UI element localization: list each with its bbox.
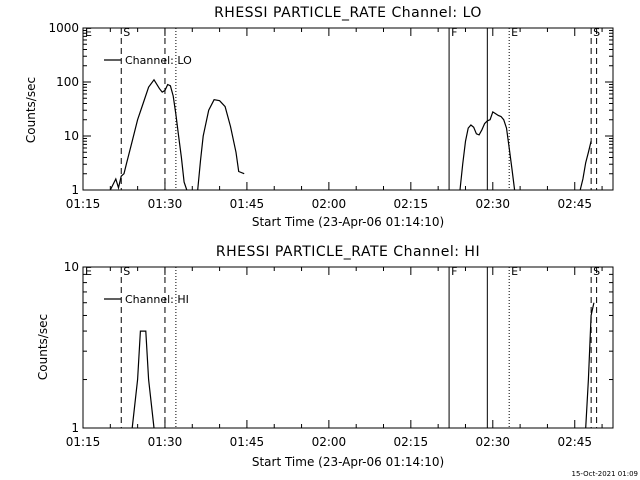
panel-lo-xlabel: Start Time (23-Apr-06 01:14:10) xyxy=(252,215,444,229)
event-marker-label: E xyxy=(85,265,92,278)
panel-lo-title: RHESSI PARTICLE_RATE Channel: LO xyxy=(214,5,482,21)
series-line-lo xyxy=(109,78,188,191)
event-marker-label: F xyxy=(451,265,457,278)
x-tick-label: 01:15 xyxy=(66,435,101,449)
y-tick-label: 1 xyxy=(71,183,79,197)
x-tick-label: 02:15 xyxy=(394,197,429,211)
x-tick-label: 02:30 xyxy=(475,197,510,211)
panel-hi-ylabel: Counts/sec xyxy=(36,314,50,380)
series-line-lo xyxy=(197,99,245,191)
event-marker-label: E xyxy=(511,265,518,278)
event-marker-label: S xyxy=(123,26,130,39)
x-tick-label: 02:15 xyxy=(394,435,429,449)
x-tick-label: 01:30 xyxy=(148,197,183,211)
panel-lo-frame xyxy=(82,27,614,191)
panel-hi-xlabel: Start Time (23-Apr-06 01:14:10) xyxy=(252,455,444,469)
series-line-hi xyxy=(585,302,595,429)
y-tick-label: 1 xyxy=(71,421,79,435)
panel-hi-plot: 01:15 01:30 01:45 02:00 02:15 02:30 02:45 1 10 E S… xyxy=(64,260,614,449)
x-tick-label: 02:45 xyxy=(557,197,592,211)
event-marker-label: E xyxy=(85,26,92,39)
event-marker-label: S xyxy=(123,265,130,278)
x-tick-label: 02:45 xyxy=(557,435,592,449)
x-tick-label: 01:30 xyxy=(148,435,183,449)
x-tick-label: 01:45 xyxy=(230,197,265,211)
event-marker-label: E xyxy=(511,26,518,39)
series-line-lo xyxy=(579,141,592,191)
panel-lo-plot: 01:15 01:30 01:45 02:00 02:15 02:30 02:45 1 10 10… xyxy=(48,21,614,211)
event-marker-label: F xyxy=(451,26,457,39)
panel-hi-title: RHESSI PARTICLE_RATE Channel: HI xyxy=(216,244,480,260)
series-line-lo xyxy=(459,110,516,191)
x-tick-label: 01:45 xyxy=(230,435,265,449)
legend-label: Channel: LO xyxy=(125,54,192,67)
footer-timestamp: 15-Oct-2021 01:09 xyxy=(572,470,638,478)
y-tick-label: 1000 xyxy=(48,21,79,35)
x-tick-label: 02:30 xyxy=(475,435,510,449)
x-tick-label: 02:00 xyxy=(312,435,347,449)
y-tick-label: 10 xyxy=(64,260,79,274)
y-tick-label: 100 xyxy=(56,75,79,89)
y-tick-label: 10 xyxy=(64,129,79,143)
series-line-hi xyxy=(131,330,155,429)
panel-hi-frame xyxy=(82,266,614,429)
x-tick-label: 01:15 xyxy=(66,197,101,211)
x-tick-label: 02:00 xyxy=(312,197,347,211)
panel-lo-ylabel: Counts/sec xyxy=(24,77,38,143)
legend-label: Channel: HI xyxy=(125,293,189,306)
